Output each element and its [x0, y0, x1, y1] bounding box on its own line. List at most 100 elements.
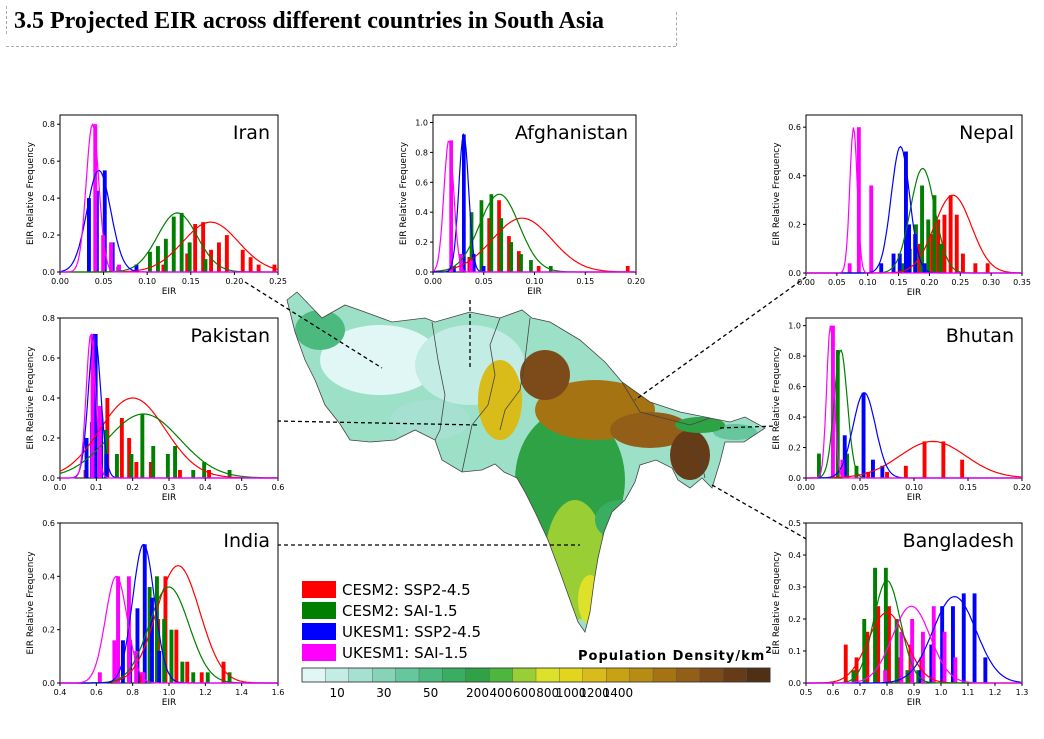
bar [942, 214, 947, 273]
panel-title: Iran [233, 122, 270, 144]
x-tick-label: 0.4 [199, 483, 212, 492]
x-tick-label: 0.0 [54, 483, 67, 492]
bar [224, 235, 229, 272]
bar [462, 134, 466, 272]
x-tick-label: 0.2 [126, 483, 139, 492]
y-tick-label: 0.4 [788, 413, 801, 422]
bar [905, 670, 910, 683]
colorbar-cell [676, 667, 701, 683]
x-tick-label: 0.35 [1013, 278, 1031, 287]
bar [174, 629, 179, 683]
y-tick-label: 0.1 [788, 647, 801, 656]
panel-bangladesh: 0.5 0.6 0.7 0.8 0.9 1.0 1.1 1.2 1.3 0.0 0.1 0.2 0.3 0… [772, 519, 1028, 708]
bar [856, 127, 861, 273]
x-tick-label: 0.05 [851, 483, 869, 492]
x-tick-label: 0.05 [828, 278, 846, 287]
bar [817, 453, 821, 478]
series-ukesm1-sai-1-5 [831, 325, 845, 478]
bar [885, 471, 889, 478]
fit-curve-ukesm1-sai-1-5 [806, 605, 1022, 684]
plot-frame [805, 317, 1023, 479]
panel-title: Bhutan [946, 325, 1014, 347]
colorbar-cell [723, 667, 748, 683]
leader-bangladesh [711, 484, 809, 541]
x-tick-label: 0.4 [54, 688, 67, 697]
leader-iran [244, 281, 383, 369]
bar [240, 249, 245, 272]
x-tick-label: 0.00 [797, 278, 815, 287]
bar [854, 657, 859, 683]
y-tick-label: 0.2 [42, 626, 55, 635]
bar [903, 465, 908, 478]
y-axis-label: EIR Relative Frequency [26, 141, 36, 245]
bar [156, 246, 160, 272]
x-tick-label: 0.25 [951, 278, 969, 287]
x-tick-label: 1.1 [962, 688, 975, 697]
bar [104, 454, 109, 478]
bar [922, 441, 927, 478]
bar [883, 670, 888, 683]
y-tick-label: 0.6 [42, 157, 55, 166]
bar [97, 406, 102, 478]
bar [941, 441, 946, 478]
colorbar-tick-label: 600 [513, 686, 536, 700]
series-cesm2-sai-1-5 [147, 576, 232, 683]
heading-border-right [676, 12, 677, 46]
series-ukesm1-sai-1-5 [93, 124, 121, 272]
bar [187, 242, 192, 272]
x-tick-label: 1.2 [989, 688, 1002, 697]
y-tick-label: 0.8 [42, 314, 55, 323]
leader-nepal [634, 276, 807, 401]
bar [831, 325, 835, 478]
bar [227, 672, 232, 683]
bar [147, 587, 152, 683]
bar [173, 446, 177, 478]
series-ukesm1-ssp2-4-5 [452, 134, 486, 272]
x-tick-label: 0.6 [272, 483, 285, 492]
x-tick-label: 0.20 [225, 277, 243, 286]
x-tick-label: 0.6 [90, 688, 103, 697]
colorbar-tick-label: 1400 [603, 686, 634, 700]
bar [217, 242, 221, 272]
fit-curve-ukesm1-sai-1-5 [60, 122, 278, 273]
colorbar-tick-label: 400 [489, 686, 512, 700]
y-tick-label: 0.8 [42, 120, 55, 129]
bar [469, 260, 473, 272]
bar [97, 672, 102, 683]
panel-pakistan: 0.0 0.1 0.2 0.3 0.4 0.5 0.6 0.0 0.2 0.4 0.6 0.8 EIR E… [26, 314, 284, 503]
colorbar-cell [465, 667, 490, 683]
bar [880, 465, 885, 478]
x-tick-label: 0.00 [424, 277, 442, 286]
fit-curve-ukesm1-sai-1-5 [806, 127, 1022, 274]
colorbar-cell [629, 667, 654, 683]
colorbar-cell [489, 667, 514, 683]
bar [87, 198, 91, 272]
bar [134, 264, 139, 272]
bar [910, 619, 915, 683]
colorbar-tick-label: 1000 [556, 686, 587, 700]
bar [865, 631, 870, 683]
bar [162, 619, 167, 683]
colorbar-cell [699, 667, 724, 683]
panel-nepal: 0.00 0.05 0.10 0.15 0.20 0.25 0.30 0.35 0.0 0.2 0.… [772, 114, 1031, 298]
y-tick-label: 0.6 [788, 383, 801, 392]
bar [985, 263, 990, 273]
series-ukesm1-sai-1-5 [449, 140, 473, 272]
panel-afghanistan: 0.00 0.05 0.10 0.15 0.20 0.0 0.2 0.4 0.6 0.8 1.0 EI… [399, 114, 645, 297]
x-tick-label: 0.15 [182, 277, 200, 286]
bar [459, 254, 463, 272]
y-tick-label: 0.4 [42, 572, 55, 581]
x-axis-label: EIR [527, 287, 542, 297]
bar [109, 242, 113, 272]
bar [517, 251, 521, 272]
x-tick-label: 0.25 [269, 277, 287, 286]
x-tick-label: 0.6 [827, 688, 840, 697]
x-tick-label: 0.7 [854, 688, 867, 697]
bar [953, 657, 958, 683]
series-ukesm1-ssp2-4-5 [842, 392, 885, 478]
y-tick-label: 0.0 [42, 268, 55, 277]
bar [960, 459, 965, 478]
colorbar-cell [582, 667, 607, 683]
bar [845, 453, 850, 478]
y-tick-label: 0.0 [42, 474, 55, 483]
